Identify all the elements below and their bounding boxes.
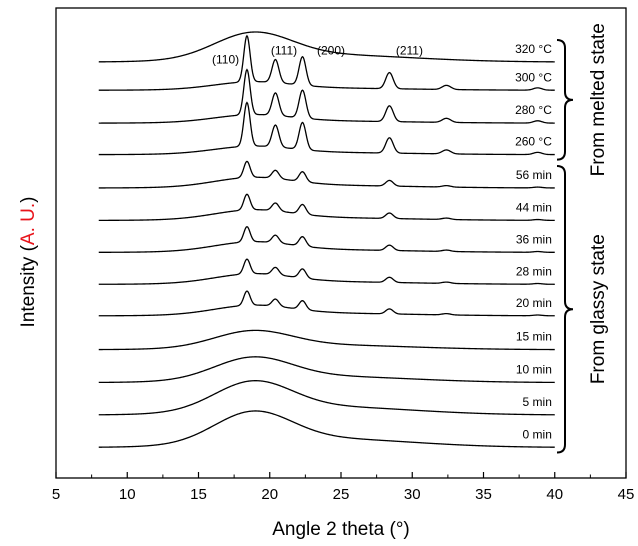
series-label: 320 °C	[515, 42, 552, 56]
x-tick-label: 15	[190, 486, 207, 503]
series-line	[98, 101, 555, 156]
group-label: From glassy state	[588, 234, 609, 384]
group-bracket	[556, 165, 574, 454]
peak-label: (200)	[317, 43, 345, 57]
series-label: 36 min	[516, 232, 552, 246]
peak-label: (111)	[271, 43, 297, 57]
series-line	[98, 356, 555, 384]
series-line	[98, 329, 555, 351]
peak-label: (110)	[212, 52, 239, 66]
peak-label: (211)	[396, 43, 423, 57]
y-axis-title: Intensity (A. U.)	[18, 197, 39, 328]
series-label: 20 min	[516, 296, 552, 310]
series-label: 56 min	[516, 168, 552, 182]
x-axis-ticks: 5 10 15 20 25 30 35 40 45	[52, 472, 635, 503]
x-tick-label: 25	[333, 486, 350, 503]
series-label: 44 min	[516, 200, 552, 214]
x-tick-label: 40	[546, 486, 563, 503]
series-line	[98, 31, 555, 63]
group-bracket	[556, 39, 574, 161]
x-tick-label: 45	[618, 486, 635, 503]
series-label: 0 min	[523, 427, 552, 441]
series-line	[98, 258, 555, 285]
series-label: 300 °C	[515, 70, 552, 84]
x-tick-label: 20	[261, 486, 278, 503]
x-tick-label: 35	[475, 486, 492, 503]
x-axis-title: Angle 2 theta (°)	[272, 519, 410, 540]
series-line	[98, 160, 555, 189]
group-brackets: From melted state From glassy state	[556, 23, 609, 454]
x-tick-label: 30	[404, 486, 421, 503]
series-line	[98, 410, 555, 448]
series-label: 260 °C	[515, 135, 552, 149]
x-tick-label: 10	[119, 486, 136, 503]
x-tick-label: 5	[52, 486, 60, 503]
series-label: 10 min	[516, 363, 552, 377]
curve-group	[98, 31, 555, 448]
series-label: 15 min	[516, 330, 552, 344]
series-line	[98, 193, 555, 222]
series-label: 28 min	[516, 264, 552, 278]
series-line	[98, 34, 555, 91]
group-label: From melted state	[588, 23, 609, 176]
series-line	[98, 225, 555, 253]
peak-labels: (110) (111) (200) (211)	[212, 43, 423, 66]
curve-labels: 320 °C 300 °C 280 °C 260 °C 56 min 44 min 36 m…	[515, 42, 552, 441]
series-label: 280 °C	[515, 103, 552, 117]
series-line	[98, 380, 555, 416]
series-label: 5 min	[523, 395, 552, 409]
y-axis-title-suffix: )	[18, 197, 39, 203]
series-line	[98, 290, 555, 317]
y-axis-title-prefix: Intensity (	[18, 244, 39, 327]
y-axis-title-unit: A. U.	[18, 203, 39, 245]
series-line	[98, 68, 555, 124]
